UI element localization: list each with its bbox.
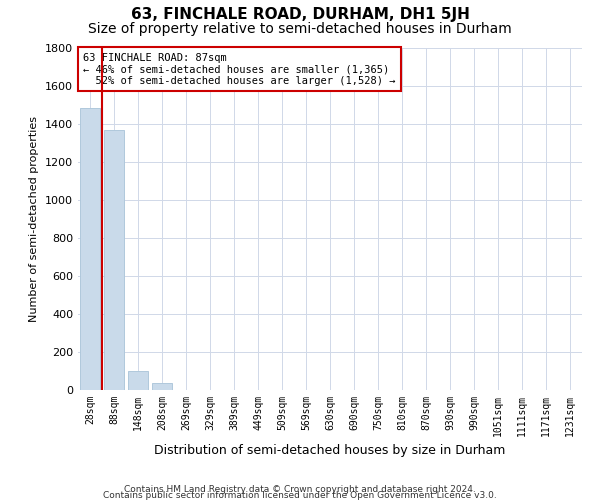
Text: 63 FINCHALE ROAD: 87sqm
← 46% of semi-detached houses are smaller (1,365)
  52% : 63 FINCHALE ROAD: 87sqm ← 46% of semi-de…: [83, 52, 395, 86]
Bar: [104, 130, 124, 390]
Bar: [80, 108, 100, 390]
Text: Size of property relative to semi-detached houses in Durham: Size of property relative to semi-detach…: [88, 22, 512, 36]
Text: Contains public sector information licensed under the Open Government Licence v3: Contains public sector information licen…: [103, 490, 497, 500]
Text: 63, FINCHALE ROAD, DURHAM, DH1 5JH: 63, FINCHALE ROAD, DURHAM, DH1 5JH: [131, 8, 469, 22]
X-axis label: Distribution of semi-detached houses by size in Durham: Distribution of semi-detached houses by …: [154, 444, 506, 458]
Text: Contains HM Land Registry data © Crown copyright and database right 2024.: Contains HM Land Registry data © Crown c…: [124, 485, 476, 494]
Bar: [152, 384, 172, 390]
Bar: [128, 371, 148, 390]
Y-axis label: Number of semi-detached properties: Number of semi-detached properties: [29, 116, 40, 322]
